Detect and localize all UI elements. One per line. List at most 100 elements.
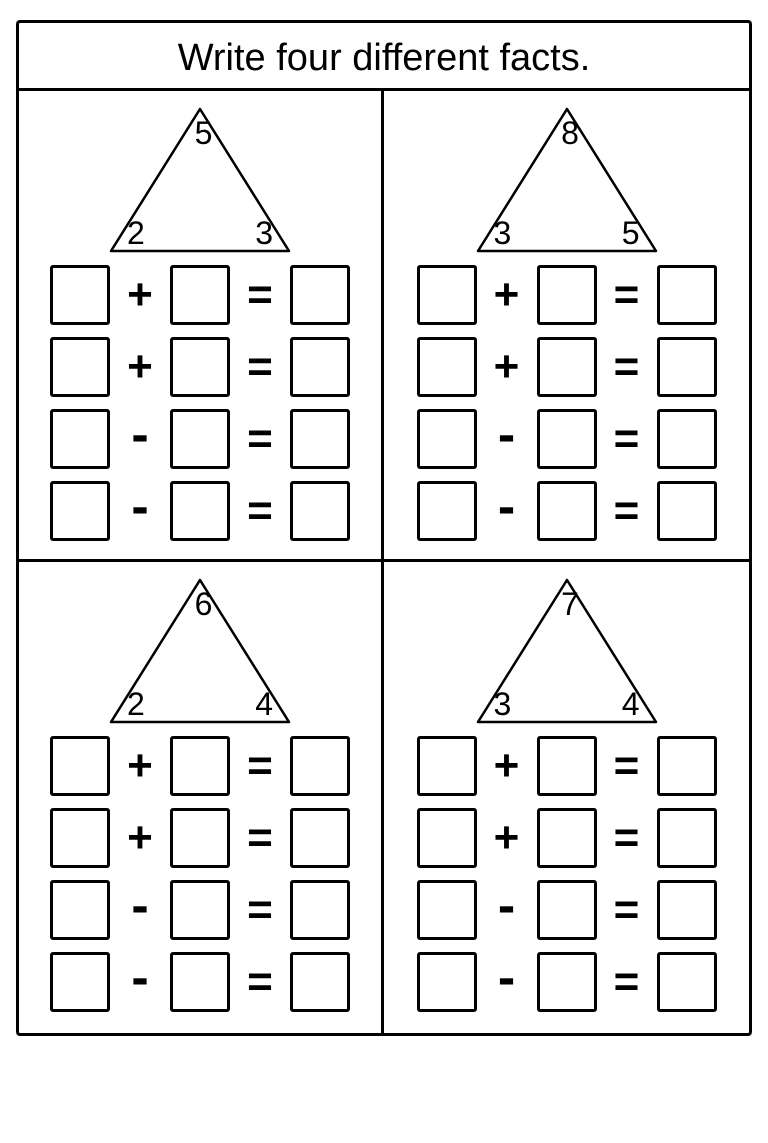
answer-box[interactable] xyxy=(170,736,230,796)
answer-box[interactable] xyxy=(290,952,350,1012)
equals-icon: = xyxy=(607,273,647,317)
answer-box[interactable] xyxy=(170,337,230,397)
answer-box[interactable] xyxy=(417,808,477,868)
plus-icon: + xyxy=(120,816,160,860)
minus-icon: - xyxy=(487,481,527,533)
answer-box[interactable] xyxy=(417,481,477,541)
equation-row: + = xyxy=(50,736,350,796)
answer-box[interactable] xyxy=(657,337,717,397)
answer-box[interactable] xyxy=(170,952,230,1012)
answer-box[interactable] xyxy=(417,880,477,940)
answer-box[interactable] xyxy=(50,337,110,397)
answer-box[interactable] xyxy=(50,265,110,325)
answer-box[interactable] xyxy=(657,952,717,1012)
answer-box[interactable] xyxy=(290,409,350,469)
worksheet-page: Write four different facts. 5 2 3 + xyxy=(16,20,752,1036)
equals-icon: = xyxy=(240,816,280,860)
panel-2: 6 2 4 + = + = xyxy=(19,562,384,1033)
minus-icon: - xyxy=(120,952,160,1004)
answer-box[interactable] xyxy=(290,880,350,940)
answer-box[interactable] xyxy=(657,736,717,796)
triangle-top-number: 5 xyxy=(195,117,213,149)
triangle-wrap: 6 2 4 xyxy=(29,576,371,726)
answer-box[interactable] xyxy=(537,409,597,469)
equals-icon: = xyxy=(240,744,280,788)
plus-icon: + xyxy=(487,816,527,860)
equation-row: + = xyxy=(50,808,350,868)
answer-box[interactable] xyxy=(657,265,717,325)
triangle-right-number: 4 xyxy=(255,688,273,720)
equation-row: - = xyxy=(50,481,350,541)
answer-box[interactable] xyxy=(537,337,597,397)
equals-icon: = xyxy=(607,888,647,932)
equals-icon: = xyxy=(607,816,647,860)
answer-box[interactable] xyxy=(537,808,597,868)
equation-row: - = xyxy=(417,409,717,469)
fact-triangle: 6 2 4 xyxy=(105,576,295,726)
answer-box[interactable] xyxy=(290,736,350,796)
fact-triangle: 5 2 3 xyxy=(105,105,295,255)
equation-row: - = xyxy=(417,952,717,1012)
panel-1: 8 3 5 + = + = xyxy=(384,91,749,562)
panel-3: 7 3 4 + = + = xyxy=(384,562,749,1033)
answer-box[interactable] xyxy=(537,952,597,1012)
answer-box[interactable] xyxy=(417,409,477,469)
equals-icon: = xyxy=(240,345,280,389)
answer-box[interactable] xyxy=(537,736,597,796)
answer-box[interactable] xyxy=(50,736,110,796)
answer-box[interactable] xyxy=(170,880,230,940)
triangle-top-number: 7 xyxy=(561,588,579,620)
answer-box[interactable] xyxy=(50,880,110,940)
answer-box[interactable] xyxy=(657,409,717,469)
answer-box[interactable] xyxy=(417,265,477,325)
panel-0: 5 2 3 + = + = xyxy=(19,91,384,562)
answer-box[interactable] xyxy=(50,409,110,469)
equation-list: + = + = - = xyxy=(29,736,371,1012)
equation-row: + = xyxy=(50,265,350,325)
answer-box[interactable] xyxy=(657,808,717,868)
triangle-wrap: 5 2 3 xyxy=(29,105,371,255)
plus-icon: + xyxy=(487,345,527,389)
answer-box[interactable] xyxy=(170,409,230,469)
answer-box[interactable] xyxy=(170,265,230,325)
answer-box[interactable] xyxy=(657,880,717,940)
equation-row: - = xyxy=(50,409,350,469)
answer-box[interactable] xyxy=(657,481,717,541)
minus-icon: - xyxy=(120,409,160,461)
equation-row: + = xyxy=(417,337,717,397)
equation-row: - = xyxy=(50,880,350,940)
answer-box[interactable] xyxy=(417,952,477,1012)
answer-box[interactable] xyxy=(290,337,350,397)
equation-list: + = + = - = xyxy=(29,265,371,541)
triangle-top-number: 8 xyxy=(561,117,579,149)
equation-row: - = xyxy=(417,880,717,940)
triangle-top-number: 6 xyxy=(195,588,213,620)
equals-icon: = xyxy=(240,888,280,932)
plus-icon: + xyxy=(120,345,160,389)
answer-box[interactable] xyxy=(170,481,230,541)
equation-row: + = xyxy=(417,808,717,868)
answer-box[interactable] xyxy=(50,808,110,868)
answer-box[interactable] xyxy=(50,481,110,541)
answer-box[interactable] xyxy=(417,736,477,796)
answer-box[interactable] xyxy=(537,880,597,940)
equals-icon: = xyxy=(607,960,647,1004)
answer-box[interactable] xyxy=(290,808,350,868)
answer-box[interactable] xyxy=(417,337,477,397)
answer-box[interactable] xyxy=(537,265,597,325)
equation-list: + = + = - = xyxy=(394,736,739,1012)
triangle-right-number: 4 xyxy=(622,688,640,720)
answer-box[interactable] xyxy=(290,265,350,325)
page-title: Write four different facts. xyxy=(19,23,749,91)
equation-row: + = xyxy=(50,337,350,397)
equals-icon: = xyxy=(607,417,647,461)
answer-box[interactable] xyxy=(170,808,230,868)
triangle-left-number: 2 xyxy=(127,217,145,249)
answer-box[interactable] xyxy=(537,481,597,541)
answer-box[interactable] xyxy=(50,952,110,1012)
plus-icon: + xyxy=(120,744,160,788)
minus-icon: - xyxy=(487,952,527,1004)
answer-box[interactable] xyxy=(290,481,350,541)
equation-row: + = xyxy=(417,736,717,796)
equation-list: + = + = - = xyxy=(394,265,739,541)
